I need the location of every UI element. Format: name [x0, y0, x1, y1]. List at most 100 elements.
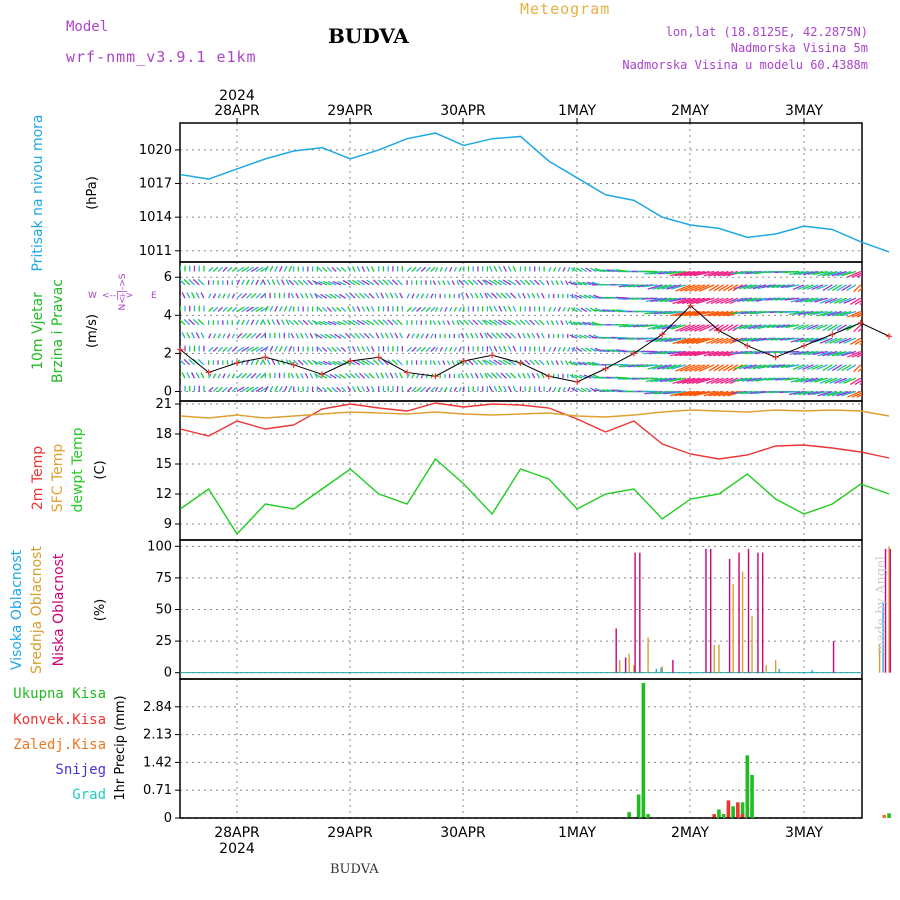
wind-barb: [766, 364, 781, 369]
wind-barb: [684, 390, 705, 397]
y-tick-label: 0: [164, 666, 172, 681]
wind-barb: [652, 284, 668, 290]
wind-barb: [354, 292, 361, 299]
wind-barb: [481, 359, 488, 366]
wind-barb: [493, 345, 498, 352]
wind-barb: [363, 332, 370, 339]
wind-barb: [406, 293, 410, 299]
wind-barb: [748, 364, 762, 370]
wind-barb: [555, 280, 559, 286]
wind-barb: [366, 346, 370, 352]
wind-barb: [295, 372, 300, 379]
wind-barb: [827, 390, 842, 397]
wind-barb: [718, 324, 729, 332]
wind-barb: [236, 386, 245, 393]
wind-barb: [352, 359, 361, 366]
wind-barb: [751, 337, 767, 342]
wind-barb: [567, 346, 571, 352]
wind-barb: [425, 346, 431, 352]
wind-barb: [531, 332, 536, 339]
wind-barb: [338, 373, 347, 379]
wind-barb: [384, 332, 389, 339]
wind-barb: [227, 386, 233, 392]
y-tick-label: 100: [147, 539, 172, 554]
wind-barb: [288, 279, 295, 286]
wind-barb: [266, 319, 271, 326]
wind-barb: [552, 386, 557, 392]
wind-speed-point: [687, 302, 694, 309]
wind-barb: [674, 270, 696, 277]
wind-barb: [784, 337, 800, 341]
wind-barb: [571, 387, 578, 393]
wind-barb: [314, 332, 318, 339]
wind-barb: [846, 364, 857, 372]
wind-barb: [420, 333, 425, 339]
wind-barb: [693, 390, 715, 397]
wind-barb: [406, 373, 410, 379]
wind-barb: [720, 337, 734, 345]
wind-speed-point: [489, 352, 496, 359]
wind-barb: [841, 284, 852, 292]
wind-barb: [517, 372, 522, 379]
wind-barb: [446, 320, 451, 326]
footer-station: BUDVA: [330, 862, 379, 877]
wind-barb: [361, 386, 366, 392]
wind-barb: [536, 292, 540, 299]
wind-barb: [439, 346, 443, 352]
wind-barb: [814, 377, 828, 383]
wind-barb: [784, 390, 800, 394]
wind-barb: [575, 267, 583, 273]
wind-barb: [347, 266, 351, 272]
wind-barb: [241, 266, 250, 273]
wind-barb: [344, 292, 351, 299]
wind-barb: [307, 279, 314, 286]
wind-barb: [382, 319, 389, 326]
wind-barb: [430, 333, 434, 339]
precip-conv-bar: [736, 802, 740, 818]
wind-barb: [785, 284, 800, 289]
wind-barb: [717, 350, 734, 357]
wind-barb: [446, 280, 451, 286]
wind-speed-point: [574, 378, 581, 385]
wind-barb: [315, 333, 323, 339]
wind-barb: [181, 332, 186, 339]
precip-total-bar: [887, 813, 891, 818]
wind-barb: [274, 305, 279, 312]
wind-barb: [684, 364, 701, 372]
wind-barb: [533, 359, 540, 366]
wind-barb: [200, 332, 205, 339]
dewpoint-axis-title: dewpt Temp: [70, 427, 86, 512]
wind-barb: [304, 292, 309, 299]
wind-barb: [503, 385, 507, 392]
wind-barb: [250, 372, 257, 379]
wind-barb: [645, 377, 663, 383]
wind-barb: [382, 279, 389, 286]
wind-barb: [798, 270, 814, 276]
wind-barb: [582, 281, 592, 286]
wind-barb: [241, 319, 245, 326]
y-tick-label: 75: [155, 571, 172, 586]
wind-barb: [560, 280, 564, 286]
wind-barb: [583, 294, 592, 299]
wind-barb: [318, 360, 328, 366]
wind-barb: [655, 377, 672, 383]
wind-barb: [873, 312, 889, 315]
wind-barb: [784, 310, 800, 314]
wind-barb: [517, 292, 522, 299]
wind-barb: [208, 346, 214, 352]
wind-barb: [836, 324, 847, 332]
wind-barb: [197, 278, 205, 286]
wind-barb: [841, 270, 857, 277]
wind-barb: [641, 377, 658, 380]
wind-barb: [679, 350, 701, 357]
wind-barb: [672, 337, 691, 345]
wind-barb: [434, 346, 439, 352]
wind-barb: [812, 310, 828, 316]
wind-barb: [344, 372, 351, 379]
wind-barb: [217, 293, 221, 299]
wind-barb: [297, 359, 304, 366]
wind-barb: [647, 324, 663, 330]
wind-barb: [798, 310, 814, 316]
wind-barb: [577, 281, 587, 286]
wind-barb: [451, 360, 455, 366]
